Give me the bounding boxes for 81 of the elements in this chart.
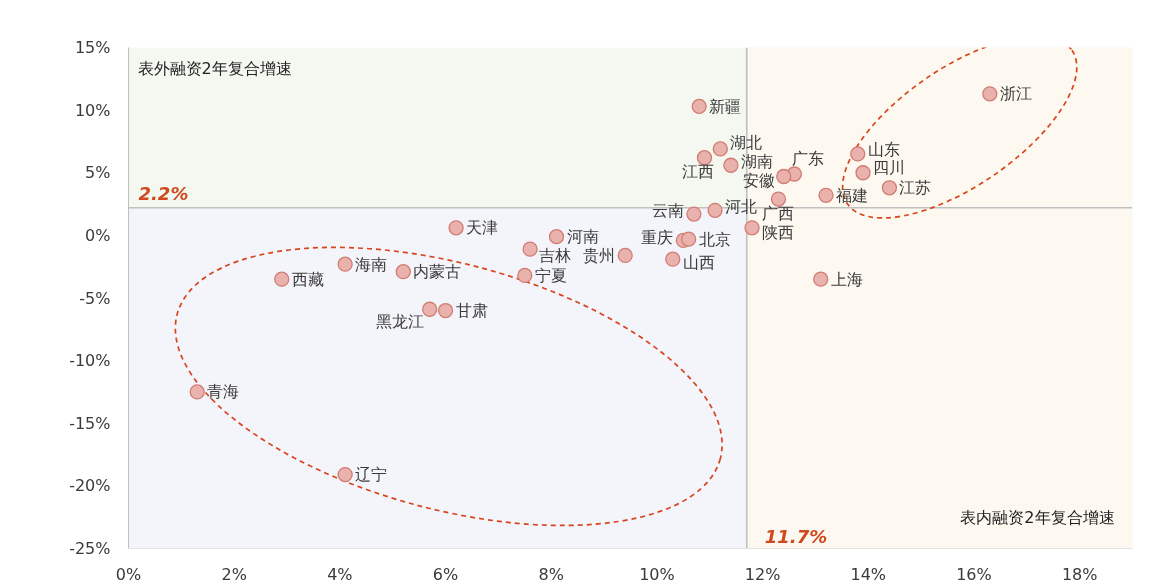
point bbox=[522, 241, 538, 257]
series-label: 江苏 bbox=[899, 178, 932, 198]
point bbox=[422, 301, 438, 317]
y-tick-label: -25% bbox=[69, 539, 111, 558]
series-label: 湖北 bbox=[730, 133, 763, 153]
y-tick-label: 0% bbox=[85, 225, 111, 245]
y-tick-label: 5% bbox=[85, 163, 111, 183]
point bbox=[448, 220, 464, 236]
series-label: 辽宁 bbox=[355, 465, 388, 485]
series-label: 天津 bbox=[466, 218, 499, 238]
point bbox=[744, 220, 760, 236]
point bbox=[337, 466, 353, 483]
x-axis-title: 表内融资2年复合增速 bbox=[960, 508, 1115, 527]
point bbox=[680, 231, 697, 247]
series-label: 云南 bbox=[651, 200, 684, 220]
x-tick-label: 14% bbox=[850, 564, 887, 584]
series-label: 宁夏 bbox=[534, 265, 567, 285]
series-label: 湖南 bbox=[740, 151, 773, 171]
y-tick-label: 15% bbox=[74, 38, 111, 57]
point bbox=[517, 267, 533, 284]
series-label: 广西 bbox=[762, 203, 795, 223]
point bbox=[395, 264, 411, 280]
point bbox=[776, 168, 792, 185]
point bbox=[707, 202, 723, 218]
point bbox=[813, 271, 829, 287]
point bbox=[855, 165, 871, 181]
ref-line-label: 2.2% bbox=[138, 182, 189, 204]
x-tick-label: 6% bbox=[432, 564, 459, 584]
series-label: 北京 bbox=[698, 229, 731, 249]
point bbox=[850, 146, 866, 162]
series-label: 浙江 bbox=[999, 84, 1032, 104]
y-tick-label: -5% bbox=[79, 288, 111, 308]
series-label: 内蒙古 bbox=[413, 262, 462, 282]
x-tick-label: 4% bbox=[327, 564, 353, 584]
x-tick-label: 2% bbox=[221, 564, 247, 584]
point bbox=[723, 157, 739, 173]
x-tick-label: 8% bbox=[538, 564, 564, 584]
point bbox=[982, 86, 998, 102]
series-label: 海南 bbox=[355, 254, 388, 274]
y-axis-title: 表外融资2年复合增速 bbox=[137, 58, 292, 78]
series-label: 河南 bbox=[566, 227, 599, 247]
series-label: 陕西 bbox=[762, 223, 795, 243]
y-tick-label: 10% bbox=[74, 100, 111, 120]
point bbox=[665, 251, 681, 267]
series-label: 江西 bbox=[682, 162, 715, 182]
point bbox=[548, 228, 565, 245]
series-label: 山东 bbox=[867, 140, 900, 160]
series-label: 吉林 bbox=[539, 245, 572, 265]
y-tick-label: -20% bbox=[69, 476, 111, 496]
y-tick-label: -10% bbox=[69, 351, 111, 371]
series-label: 山西 bbox=[682, 252, 715, 272]
x-tick-label: 16% bbox=[956, 564, 992, 584]
series-label: 黑龙江 bbox=[375, 311, 424, 331]
series-label: 重庆 bbox=[641, 227, 674, 247]
point bbox=[337, 256, 353, 272]
series-label: 安徽 bbox=[742, 171, 775, 191]
series-label: 河北 bbox=[725, 196, 758, 216]
series-label: 福建 bbox=[836, 185, 869, 205]
series-label: 甘肃 bbox=[455, 301, 488, 321]
series-label: 上海 bbox=[830, 269, 863, 289]
x-tick-label: 18% bbox=[1061, 564, 1098, 584]
point bbox=[881, 180, 898, 196]
series-label: 四川 bbox=[873, 158, 906, 178]
series-label: 新疆 bbox=[709, 96, 742, 116]
series-label: 广东 bbox=[792, 148, 825, 168]
y-tick-label: -15% bbox=[69, 413, 111, 433]
x-tick-label: 10% bbox=[639, 564, 675, 584]
x-tick-label: 0% bbox=[115, 564, 142, 584]
series-label: 青海 bbox=[207, 382, 240, 402]
point bbox=[691, 98, 707, 114]
series-label: 贵州 bbox=[583, 245, 616, 265]
point bbox=[686, 206, 702, 222]
point bbox=[189, 384, 205, 400]
point bbox=[712, 141, 728, 157]
series-label: 西藏 bbox=[291, 269, 324, 289]
point bbox=[617, 247, 633, 264]
point bbox=[274, 271, 290, 287]
point bbox=[437, 302, 454, 319]
ref-line-label: 11.7% bbox=[764, 525, 828, 547]
point bbox=[818, 187, 834, 203]
x-tick-label: 12% bbox=[744, 564, 781, 584]
